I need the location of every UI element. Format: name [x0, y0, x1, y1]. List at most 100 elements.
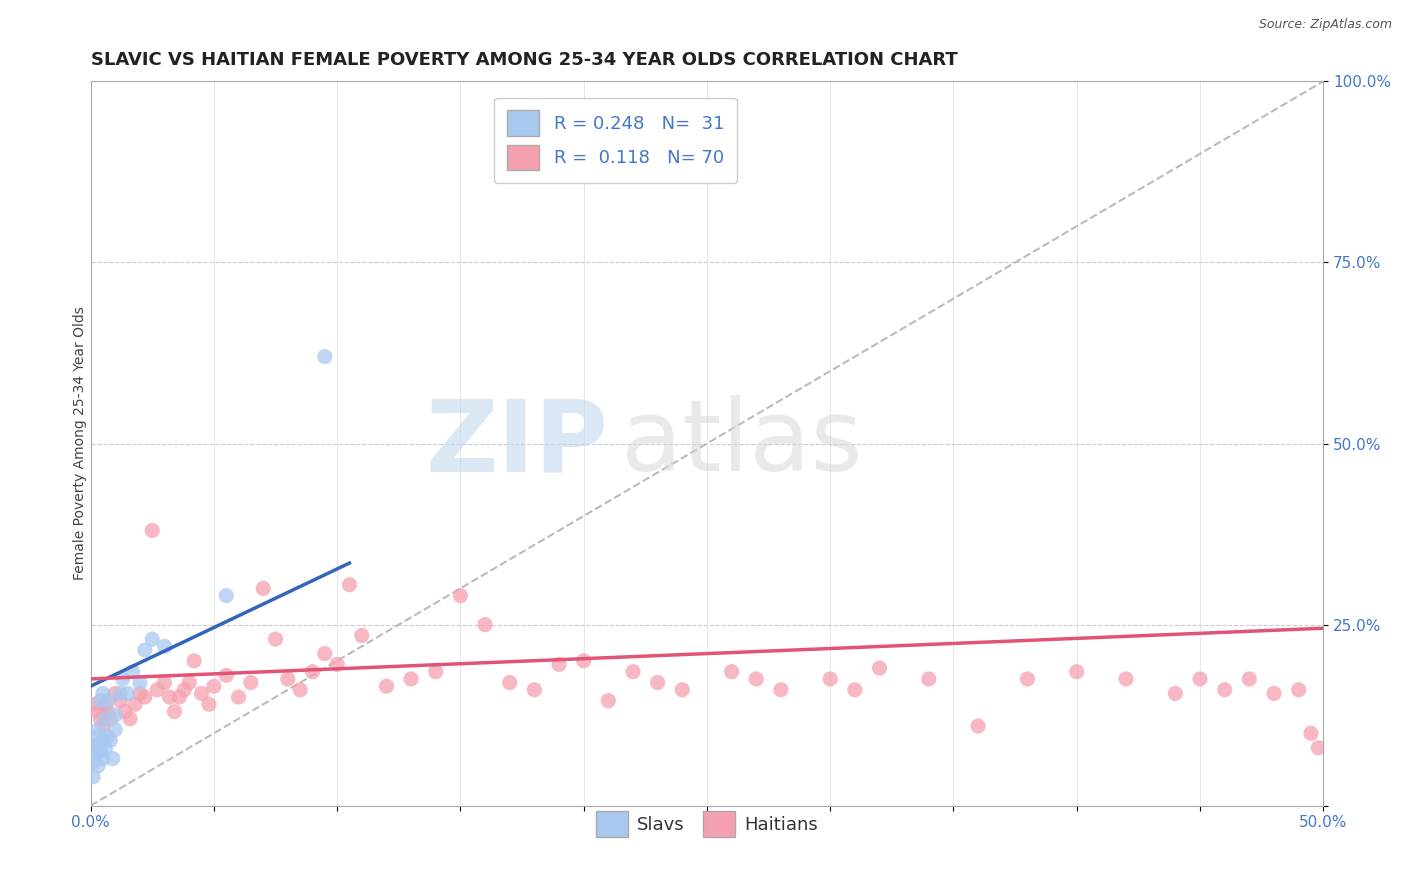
Point	[91, 686, 114, 700]
Point	[474, 617, 496, 632]
Point	[89, 712, 111, 726]
Y-axis label: Female Poverty Among 25-34 Year Olds: Female Poverty Among 25-34 Year Olds	[73, 307, 87, 581]
Point	[108, 686, 131, 700]
Point	[89, 694, 111, 708]
Point	[87, 759, 110, 773]
Point	[141, 524, 163, 538]
Point	[202, 679, 225, 693]
Point	[97, 694, 120, 708]
Point	[647, 675, 669, 690]
Point	[350, 628, 373, 642]
Point	[82, 740, 104, 755]
Point	[314, 647, 336, 661]
Point	[1308, 740, 1330, 755]
Point	[1213, 682, 1236, 697]
Point	[1115, 672, 1137, 686]
Point	[1164, 686, 1187, 700]
Point	[314, 350, 336, 364]
Point	[339, 578, 361, 592]
Legend: Slavs, Haitians: Slavs, Haitians	[589, 804, 825, 844]
Point	[82, 756, 104, 770]
Point	[159, 690, 181, 704]
Point	[375, 679, 398, 693]
Text: ZIP: ZIP	[426, 395, 609, 492]
Point	[1299, 726, 1322, 740]
Point	[104, 686, 127, 700]
Point	[326, 657, 349, 672]
Point	[98, 712, 121, 726]
Point	[183, 654, 205, 668]
Point	[425, 665, 447, 679]
Point	[190, 686, 212, 700]
Text: atlas: atlas	[620, 395, 862, 492]
Point	[449, 589, 471, 603]
Point	[153, 675, 176, 690]
Point	[1017, 672, 1039, 686]
Point	[153, 640, 176, 654]
Point	[111, 672, 134, 686]
Point	[97, 730, 120, 744]
Point	[94, 740, 117, 755]
Point	[134, 690, 156, 704]
Point	[671, 682, 693, 697]
Point	[598, 694, 620, 708]
Point	[548, 657, 571, 672]
Point	[120, 712, 142, 726]
Point	[523, 682, 546, 697]
Point	[104, 708, 127, 723]
Point	[129, 675, 152, 690]
Point	[572, 654, 595, 668]
Text: Source: ZipAtlas.com: Source: ZipAtlas.com	[1258, 18, 1392, 31]
Point	[215, 668, 238, 682]
Point	[277, 672, 299, 686]
Point	[1188, 672, 1211, 686]
Point	[399, 672, 422, 686]
Point	[169, 690, 191, 704]
Point	[918, 672, 941, 686]
Point	[173, 682, 195, 697]
Point	[124, 698, 146, 712]
Point	[141, 632, 163, 646]
Point	[87, 737, 110, 751]
Point	[301, 665, 323, 679]
Point	[869, 661, 891, 675]
Point	[215, 589, 238, 603]
Point	[91, 733, 114, 747]
Point	[87, 705, 110, 719]
Point	[146, 682, 169, 697]
Point	[89, 744, 111, 758]
Point	[121, 665, 143, 679]
Point	[84, 698, 107, 712]
Point	[84, 747, 107, 762]
Point	[94, 712, 117, 726]
Point	[1288, 682, 1310, 697]
Point	[1239, 672, 1261, 686]
Text: SLAVIC VS HAITIAN FEMALE POVERTY AMONG 25-34 YEAR OLDS CORRELATION CHART: SLAVIC VS HAITIAN FEMALE POVERTY AMONG 2…	[90, 51, 957, 69]
Point	[117, 686, 139, 700]
Point	[818, 672, 841, 686]
Point	[97, 705, 120, 719]
Point	[104, 723, 127, 737]
Point	[720, 665, 742, 679]
Point	[252, 582, 274, 596]
Point	[1066, 665, 1088, 679]
Point	[264, 632, 287, 646]
Point	[87, 723, 110, 737]
Point	[134, 643, 156, 657]
Point	[228, 690, 250, 704]
Point	[101, 751, 124, 765]
Point	[108, 694, 131, 708]
Point	[769, 682, 792, 697]
Point	[91, 751, 114, 765]
Point	[745, 672, 768, 686]
Point	[239, 675, 262, 690]
Point	[198, 698, 221, 712]
Point	[84, 730, 107, 744]
Point	[179, 675, 201, 690]
Point	[98, 733, 121, 747]
Point	[91, 719, 114, 733]
Point	[288, 682, 311, 697]
Point	[114, 705, 136, 719]
Point	[129, 686, 152, 700]
Point	[82, 770, 104, 784]
